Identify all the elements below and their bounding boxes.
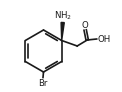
Text: NH$_2$: NH$_2$ [54, 9, 72, 22]
Text: OH: OH [98, 34, 111, 44]
Text: Br: Br [38, 79, 48, 88]
Polygon shape [61, 22, 64, 40]
Text: O: O [82, 21, 89, 30]
